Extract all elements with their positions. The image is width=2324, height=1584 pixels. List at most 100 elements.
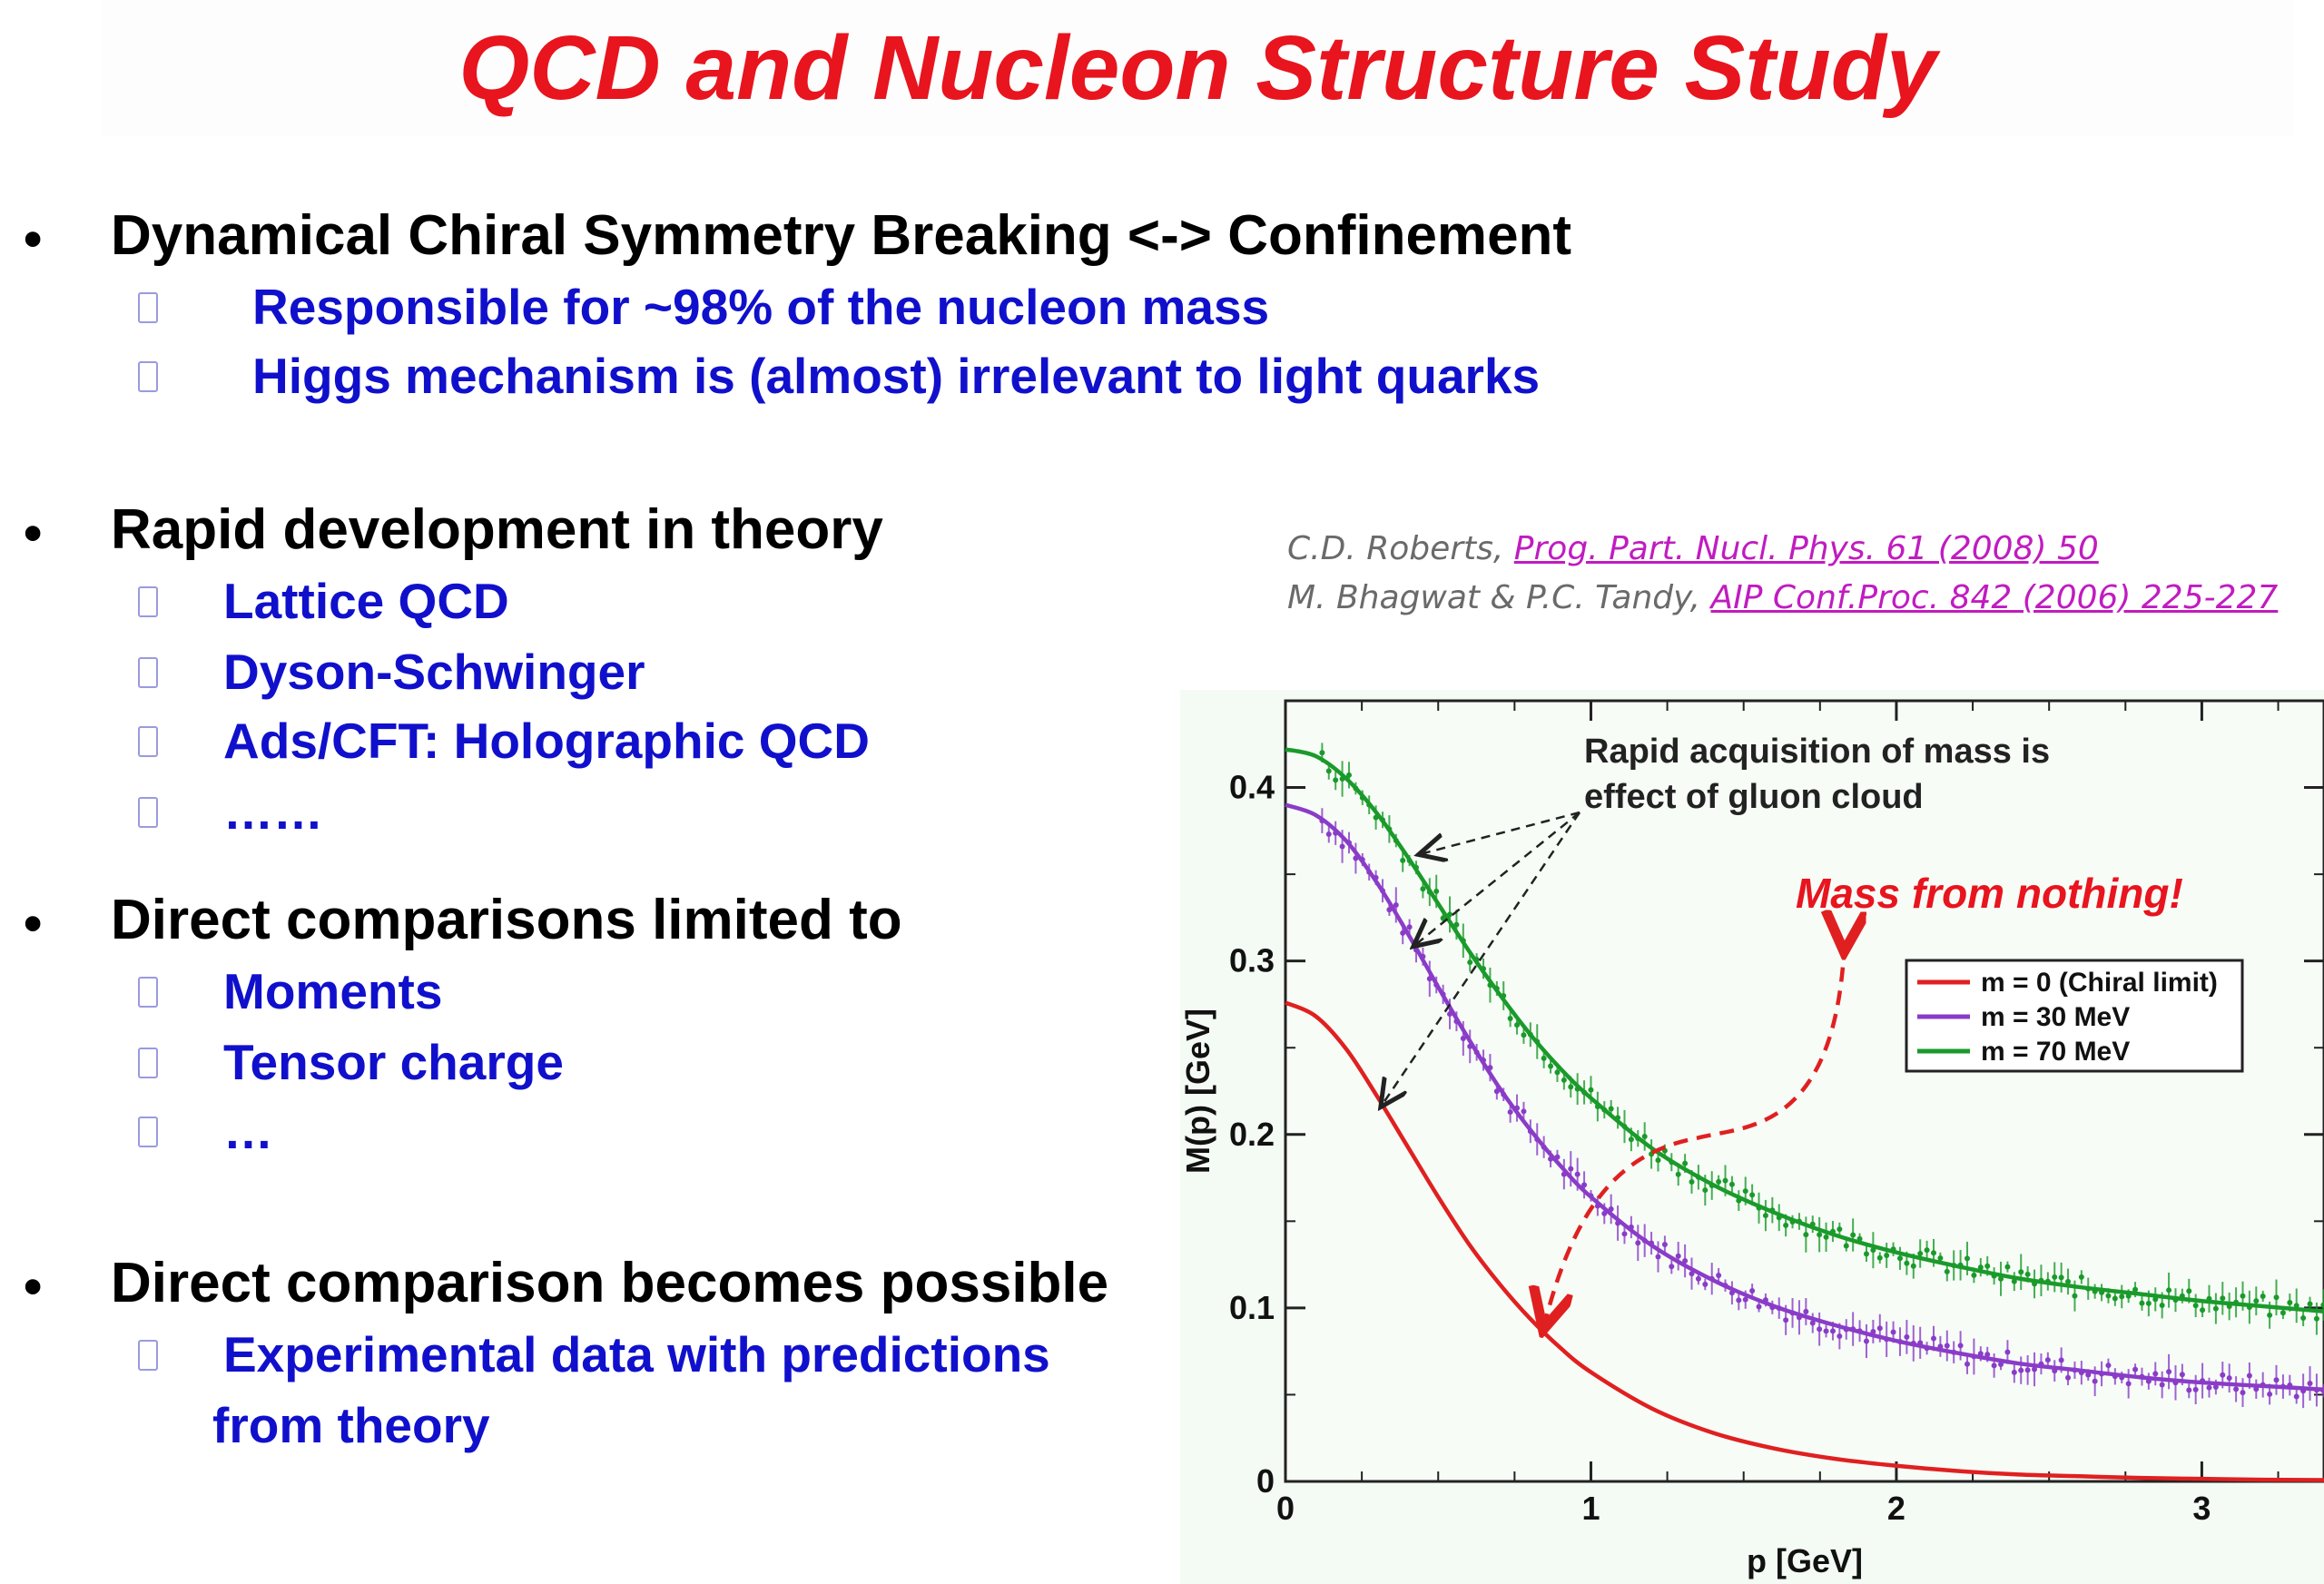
data-point [1930, 1250, 1936, 1256]
sub-bullet-box-icon [138, 977, 158, 1008]
data-point [1554, 1069, 1561, 1076]
data-point [1762, 1213, 1768, 1219]
data-point [2313, 1315, 2319, 1322]
data-point [2024, 1367, 2031, 1373]
data-point [1514, 1022, 1521, 1028]
data-point [1453, 921, 1460, 928]
data-point [1493, 1088, 1500, 1095]
data-point [1910, 1263, 1916, 1269]
data-point [1984, 1263, 1991, 1269]
data-point [2246, 1372, 2252, 1379]
data-point [1628, 1136, 1634, 1143]
annotation-arrow [1417, 812, 1581, 944]
data-point [2132, 1286, 2139, 1293]
sub-bullet: Higgs mechanism is (almost) irrelevant t… [252, 348, 1541, 404]
data-point [2092, 1378, 2098, 1384]
data-point [2011, 1369, 2017, 1375]
data-point [1675, 1171, 1681, 1177]
data-point [1924, 1247, 1930, 1254]
data-point [1608, 1106, 1614, 1112]
mass-from-nothing-label: Mass from nothing! [1796, 870, 2183, 917]
data-point [2200, 1307, 2206, 1313]
data-point [2018, 1367, 2024, 1373]
data-point [1345, 772, 1352, 778]
data-point [1837, 1226, 1843, 1233]
data-point [1965, 1361, 1971, 1367]
data-point [1400, 857, 1406, 863]
data-point [2011, 1278, 2017, 1284]
data-point [1400, 930, 1406, 936]
data-point [2018, 1269, 2024, 1275]
sub-bullet: …… [223, 783, 323, 840]
data-point [1641, 1133, 1648, 1139]
sub-bullet-box-icon [138, 797, 158, 828]
data-point [2320, 1302, 2324, 1308]
data-point [1682, 1160, 1689, 1166]
sub-bullet-box-icon [138, 657, 158, 688]
data-point [1507, 1109, 1513, 1116]
data-point [1548, 1063, 1554, 1069]
data-point [1904, 1260, 1910, 1266]
data-point [2004, 1349, 2011, 1355]
data-point [1675, 1253, 1681, 1259]
data-point [2240, 1293, 2246, 1299]
data-point [2186, 1288, 2192, 1294]
data-point [1890, 1329, 1896, 1335]
data-point [2220, 1295, 2226, 1302]
sub-bullet: … [223, 1103, 273, 1159]
data-point [2119, 1294, 2125, 1300]
bullet-heading: Direct comparison becomes possible [111, 1252, 1109, 1314]
reference-link[interactable]: AIP Conf.Proc. 842 (2006) 225-227 [1710, 579, 2279, 616]
data-point [2159, 1382, 2165, 1388]
data-point [2253, 1298, 2260, 1304]
data-point [1447, 911, 1453, 918]
x-tick-label: 1 [1581, 1490, 1600, 1527]
data-point [1944, 1268, 1950, 1274]
bullet-heading: Dynamical Chiral Symmetry Breaking <-> C… [111, 204, 1572, 267]
annotation-line-1: Rapid acquisition of mass is [1584, 733, 2050, 771]
sub-bullet: Ads/CFT: Holographic QCD [223, 713, 870, 769]
data-point [1843, 1243, 1849, 1249]
sub-bullet: Responsible for ~98% of the nucleon mass [252, 279, 1270, 335]
data-point [2260, 1293, 2266, 1299]
data-point [1702, 1187, 1709, 1194]
mass-gap-arrow [1545, 944, 1845, 1323]
data-point [2273, 1377, 2280, 1383]
data-point [1333, 777, 1339, 783]
sub-bullet-box-icon [138, 361, 158, 392]
data-point [1561, 1077, 1567, 1083]
sub-bullet: Lattice QCD [223, 573, 509, 629]
data-point [1944, 1343, 1950, 1349]
data-point [2004, 1264, 2011, 1270]
series-line [1285, 1000, 2324, 1482]
sub-bullet-box-icon [138, 292, 158, 323]
data-point [2078, 1274, 2084, 1280]
data-point [1876, 1254, 1883, 1261]
reference-bhagwat: M. Bhagwat & P.C. Tandy, AIP Conf.Proc. … [1287, 579, 2278, 616]
data-point [2145, 1300, 2152, 1306]
data-point [1521, 1032, 1527, 1038]
reference-roberts: C.D. Roberts, Prog. Part. Nucl. Phys. 61… [1287, 530, 2099, 567]
data-point [2267, 1312, 2273, 1318]
data-point [2226, 1375, 2232, 1382]
sub-bullet-box-icon [138, 586, 158, 617]
data-point [2212, 1305, 2219, 1312]
sub-bullet-box-icon [138, 1117, 158, 1147]
reference-link[interactable]: Prog. Part. Nucl. Phys. 61 (2008) 50 [1513, 530, 2099, 567]
bullet-heading: Rapid development in theory [111, 498, 883, 561]
data-point [1850, 1232, 1856, 1238]
annotation-arrow [1423, 811, 1581, 853]
data-point [2307, 1301, 2313, 1307]
data-point [1937, 1255, 1944, 1262]
data-point [2152, 1371, 2159, 1377]
data-point [2058, 1274, 2064, 1281]
data-point [1823, 1328, 1829, 1334]
bullet-heading: Direct comparisons limited to [111, 889, 902, 951]
data-point [1467, 959, 1473, 966]
sub-bullet-box-icon [138, 1048, 158, 1078]
y-tick-label: 0.4 [1229, 769, 1275, 806]
data-point [2206, 1384, 2212, 1391]
data-point [2240, 1390, 2246, 1396]
bullet-dot: • [24, 1257, 43, 1316]
